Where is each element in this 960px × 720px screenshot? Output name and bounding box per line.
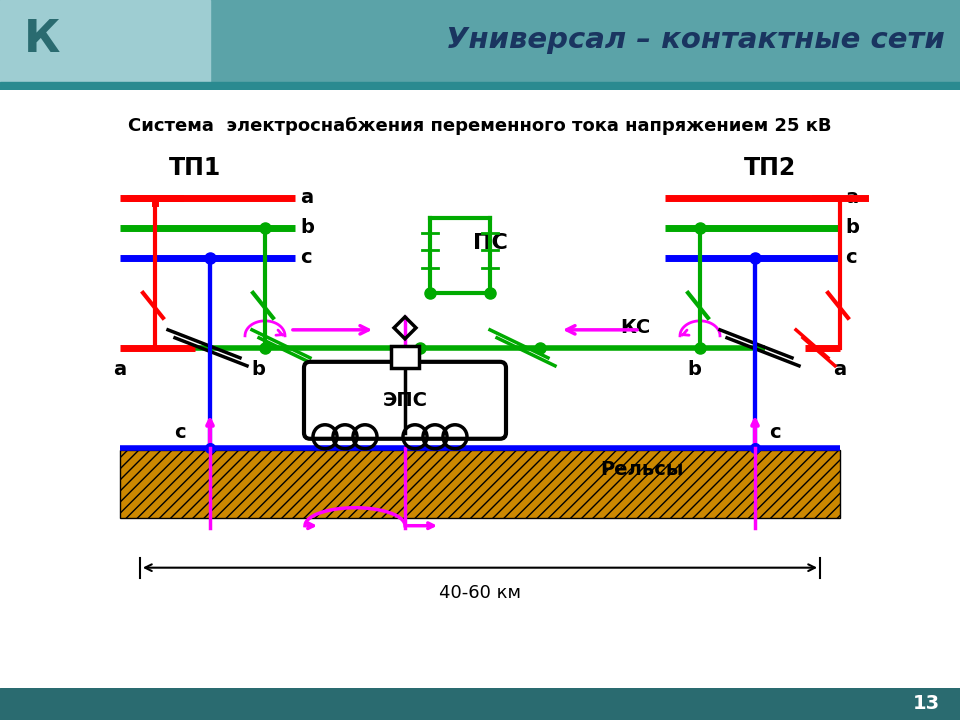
Text: a: a (300, 189, 313, 207)
Text: Система  электроснабжения переменного тока напряжением 25 кВ: Система электроснабжения переменного ток… (129, 117, 831, 135)
FancyBboxPatch shape (304, 362, 506, 438)
Text: ТП1: ТП1 (169, 156, 221, 180)
Bar (0, 82, 960, 90)
Bar (120, 450, 840, 518)
Text: 13: 13 (913, 694, 940, 714)
Text: КС: КС (620, 318, 650, 338)
Text: b: b (300, 218, 314, 238)
Text: c: c (300, 248, 312, 267)
Text: ЭПС: ЭПС (382, 391, 427, 410)
Text: b: b (252, 360, 265, 379)
Text: c: c (845, 248, 856, 267)
Text: a: a (845, 189, 858, 207)
Text: c: c (769, 423, 780, 442)
Text: c: c (174, 423, 186, 442)
Text: b: b (845, 218, 859, 238)
Text: Универсал – контактные сети: Универсал – контактные сети (446, 26, 945, 54)
Text: Рельсы: Рельсы (600, 460, 684, 480)
Text: b: b (687, 360, 701, 379)
Bar (391, 346, 419, 368)
Text: a: a (113, 360, 127, 379)
Text: К: К (24, 19, 60, 61)
Text: 40-60 км: 40-60 км (439, 584, 521, 602)
Bar (0, 0, 210, 90)
Text: ТП2: ТП2 (744, 156, 796, 180)
Text: ПС: ПС (472, 233, 508, 253)
Text: a: a (833, 360, 847, 379)
